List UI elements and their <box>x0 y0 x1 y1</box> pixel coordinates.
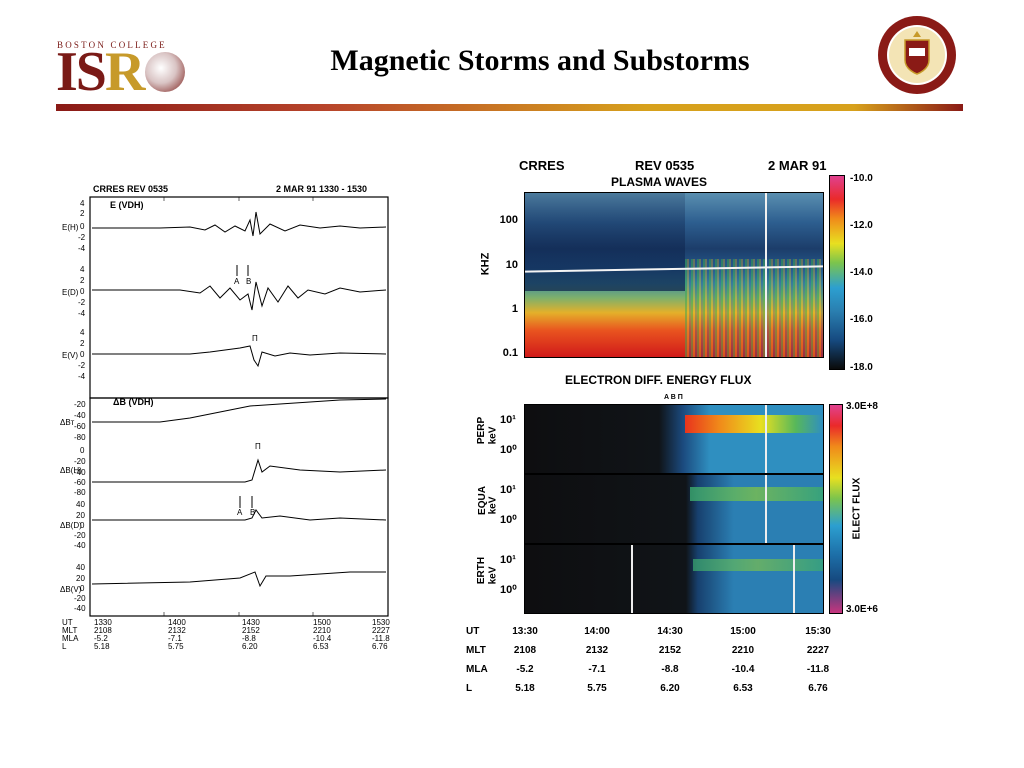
right-header-left: CRRES <box>519 158 565 173</box>
isro-logo: ISR <box>56 41 186 103</box>
label-bh: ΔB(H) <box>60 466 82 475</box>
perp-ytick-0: 10⁰ <box>500 444 517 456</box>
label-bd: ΔB(D) <box>60 521 82 530</box>
plasma-ytick-0.1: 0.1 <box>502 347 518 359</box>
plasma-ytick-1: 1 <box>511 303 518 315</box>
equa-ytick-1: 10¹ <box>500 484 516 496</box>
label-eh: E(H) <box>62 223 79 232</box>
erth-label: ERTH <box>476 556 488 585</box>
right-col-1500: 15:00 2210 -10.4 6.53 <box>730 626 756 694</box>
marker-b-2: B <box>250 508 256 517</box>
plasma-cb-label-2: -14.0 <box>850 267 873 278</box>
marker-pi: Π <box>252 334 258 343</box>
right-col-1330: 13:30 2108 -5.2 5.18 <box>512 626 538 694</box>
plasma-cb-label-3: -16.0 <box>850 314 873 325</box>
left-col-1500: 1500 2210 -10.4 6.53 <box>313 618 332 651</box>
electron-title: ELECTRON DIFF. ENERGY FLUX <box>565 373 752 387</box>
equa-label: EQUA <box>476 486 488 515</box>
plasma-colorbar <box>829 175 845 370</box>
plasma-cb-label-1: -12.0 <box>850 220 873 231</box>
globe-icon <box>145 52 186 92</box>
left-col-1400: 1400 2132 -7.1 5.75 <box>168 618 186 651</box>
marker-a: A <box>234 277 240 286</box>
plasma-ylabel: KHZ <box>479 252 492 276</box>
left-plot-svg <box>89 196 389 617</box>
left-row-labels: UT MLT MLA L <box>62 618 79 651</box>
right-col-1430: 14:30 2152 -8.8 6.20 <box>657 626 683 694</box>
right-header-mid: REV 0535 <box>635 158 695 173</box>
perp-spectrogram <box>524 404 824 474</box>
erth-unit: keV <box>487 566 499 585</box>
right-col-1530: 15:30 2227 -11.8 6.76 <box>805 626 831 694</box>
erth-ytick-0: 10⁰ <box>500 584 517 596</box>
plasma-ytick-100: 100 <box>499 214 518 226</box>
plasma-wave-spectrogram <box>524 192 824 358</box>
logo-text-b: R <box>104 41 145 103</box>
flux-cb-bottom: 3.0E+6 <box>846 604 878 615</box>
marker-pi-2: Π <box>255 442 261 451</box>
logo-text-a: IS <box>56 41 107 103</box>
equa-spectrogram <box>524 474 824 544</box>
right-row-labels: UT MLT MLA L <box>466 626 488 694</box>
flux-colorbar <box>829 404 843 614</box>
label-ed: E(D) <box>62 288 79 297</box>
equa-unit: keV <box>487 496 499 515</box>
plasma-cb-label-4: -18.0 <box>850 362 873 373</box>
marker-b: B <box>246 277 252 286</box>
left-col-1330: 1330 2108 -5.2 5.18 <box>94 618 112 651</box>
plasma-ytick-10: 10 <box>505 259 518 271</box>
slide-title: Magnetic Storms and Substorms <box>330 44 750 77</box>
electron-markers: A B Π <box>664 394 683 401</box>
label-bv: ΔB(V) <box>60 585 82 594</box>
perp-label: PERP <box>476 416 488 445</box>
header-divider <box>56 104 963 111</box>
label-bt: ΔBᴛ <box>60 418 75 427</box>
flux-cb-label: ELECT FLUX <box>851 477 863 540</box>
panel-e-title: E (VDH) <box>110 200 144 210</box>
left-col-1430: 1430 2152 -8.8 6.20 <box>242 618 260 651</box>
boston-college-seal-icon <box>878 16 956 94</box>
left-header-left: CRRES REV 0535 <box>93 184 169 194</box>
marker-a-2: A <box>237 508 243 517</box>
left-col-1530: 1530 2227 -11.8 6.76 <box>372 618 390 651</box>
plasma-cb-label-0: -10.0 <box>850 173 873 184</box>
perp-unit: keV <box>487 426 499 445</box>
left-header-right: 2 MAR 91 1330 - 1530 <box>276 184 368 194</box>
perp-ytick-1: 10¹ <box>500 414 516 426</box>
equa-ytick-0: 10⁰ <box>500 514 517 526</box>
right-header-right: 2 MAR 91 <box>768 158 827 173</box>
right-col-1400: 14:00 2132 -7.1 5.75 <box>584 626 610 694</box>
erth-ytick-1: 10¹ <box>500 554 516 566</box>
plasma-title: PLASMA WAVES <box>611 175 708 189</box>
label-ev: E(V) <box>62 351 78 360</box>
erth-spectrogram <box>524 544 824 614</box>
panel-b-title: ΔB (VDH) <box>113 397 154 407</box>
flux-cb-top: 3.0E+8 <box>846 401 878 412</box>
logo-small-text: BOSTON COLLEGE <box>57 40 167 50</box>
